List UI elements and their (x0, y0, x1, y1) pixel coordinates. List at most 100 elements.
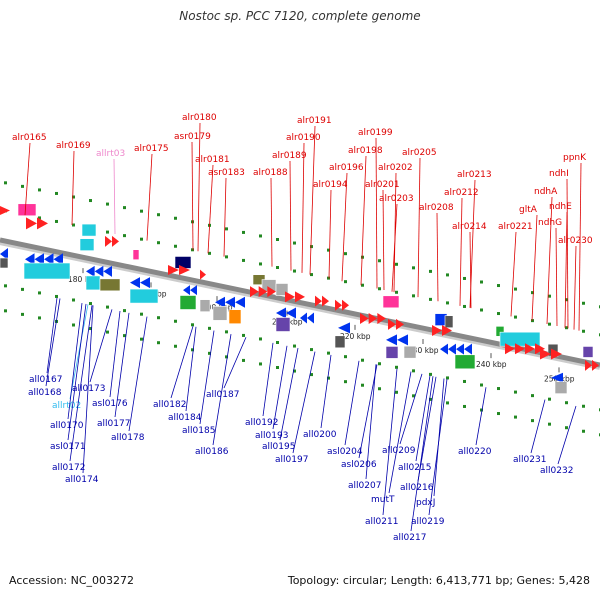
gene-label-ppnk[interactable]: ppnK (563, 153, 587, 163)
guide-dot (514, 287, 517, 291)
gene-label-all0178[interactable]: all0178 (111, 433, 145, 443)
gene-label-alr0230[interactable]: alr0230 (558, 236, 593, 246)
gene-label-all0172[interactable]: all0172 (52, 463, 85, 473)
guide-dot (21, 287, 24, 291)
gene-label-all0209[interactable]: all0209 (382, 446, 416, 456)
gene-label-alr0208[interactable]: alr0208 (419, 203, 454, 213)
guide-dot (89, 199, 92, 203)
gene-label-alr0213[interactable]: alr0213 (457, 170, 492, 180)
gene-feature (382, 295, 400, 309)
gene-label-all0168[interactable]: all0168 (28, 388, 62, 398)
label-leader-line (270, 177, 273, 267)
gene-label-all0173[interactable]: all0173 (72, 384, 105, 394)
gene-label-alr0190[interactable]: alr0190 (286, 133, 321, 143)
gene-label-all0174[interactable]: all0174 (65, 475, 99, 485)
label-leader-line (262, 342, 274, 417)
guide-dot (310, 373, 313, 377)
gene-label-alr0202[interactable]: alr0202 (378, 163, 413, 173)
gene-label-mutt[interactable]: mutT (371, 495, 395, 505)
gene-label-all0207[interactable]: all0207 (348, 481, 381, 491)
gene-label-asr0179[interactable]: asr0179 (174, 132, 211, 142)
minus-strand-gene (276, 307, 286, 319)
gene-label-all0170[interactable]: all0170 (50, 421, 84, 431)
gene-label-all0211[interactable]: all0211 (365, 517, 398, 527)
guide-dot (497, 312, 500, 316)
gene-label-alr0180[interactable]: alr0180 (182, 113, 217, 123)
gene-label-alr0196[interactable]: alr0196 (329, 163, 364, 173)
gene-label-alr0194[interactable]: alr0194 (313, 180, 348, 190)
guide-dot (55, 294, 58, 298)
gene-label-alr0191[interactable]: alr0191 (297, 116, 332, 126)
guide-dot (497, 284, 500, 288)
gene-label-alr0221[interactable]: alr0221 (498, 222, 533, 232)
gene-label-all0197[interactable]: all0197 (275, 455, 308, 465)
label-leader-line (510, 231, 517, 317)
gene-label-pdxj[interactable]: pdxJ (416, 498, 435, 508)
gene-label-ndhg[interactable]: ndhG (538, 218, 562, 228)
minus-strand-gene (440, 343, 448, 355)
gene-label-all0232[interactable]: all0232 (540, 466, 573, 476)
guide-dot (55, 219, 58, 223)
gene-label-allrt02[interactable]: allrt02 (52, 401, 81, 411)
gene-label-alr0169[interactable]: alr0169 (56, 141, 91, 151)
gene-label-alr0212[interactable]: alr0212 (444, 188, 479, 198)
guide-dot (259, 262, 262, 266)
minus-strand-gene (397, 334, 408, 346)
gene-label-all0215[interactable]: all0215 (398, 463, 431, 473)
gene-label-asr0183[interactable]: asr0183 (208, 168, 245, 178)
guide-dot (378, 287, 381, 291)
guide-dot (276, 266, 279, 269)
gene-feature (454, 354, 476, 370)
guide-dot (514, 415, 517, 419)
gene-label-all0177[interactable]: all0177 (97, 419, 130, 429)
gene-label-alr0214[interactable]: alr0214 (452, 222, 487, 232)
gene-label-all0219[interactable]: all0219 (411, 517, 445, 527)
guide-dot (38, 291, 41, 295)
gene-label-ndha[interactable]: ndhA (534, 187, 558, 197)
gene-label-asl0176[interactable]: asl0176 (92, 399, 128, 409)
gene-label-all0184[interactable]: all0184 (168, 413, 202, 423)
gene-label-all0217[interactable]: all0217 (393, 533, 426, 543)
plus-strand-gene (322, 295, 329, 307)
gene-label-alr0165[interactable]: alr0165 (12, 133, 47, 143)
gene-label-asl0206[interactable]: asl0206 (341, 460, 377, 470)
gene-label-all0193[interactable]: all0193 (255, 431, 288, 441)
gene-label-asl0204[interactable]: asl0204 (327, 447, 363, 457)
guide-dot (327, 276, 330, 280)
gene-label-alr0198[interactable]: alr0198 (348, 146, 383, 156)
guide-dot (429, 269, 432, 273)
gene-label-alr0203[interactable]: alr0203 (379, 194, 414, 204)
gene-label-alr0205[interactable]: alr0205 (402, 148, 437, 158)
gene-label-all0220[interactable]: all0220 (458, 447, 492, 457)
label-leader-line (82, 305, 94, 474)
gene-label-glta[interactable]: gltA (519, 205, 538, 215)
gene-label-allrt03[interactable]: allrt03 (96, 149, 125, 159)
gene-label-all0186[interactable]: all0186 (195, 447, 229, 457)
gene-label-alr0201[interactable]: alr0201 (365, 180, 400, 190)
guide-dot (446, 273, 449, 277)
gene-label-all0167[interactable]: all0167 (29, 375, 62, 385)
gene-label-all0185[interactable]: all0185 (182, 426, 215, 436)
gene-label-alr0188[interactable]: alr0188 (253, 168, 288, 178)
label-leader-line (555, 227, 558, 327)
gene-label-alr0199[interactable]: alr0199 (358, 128, 393, 138)
gene-label-all0187[interactable]: all0187 (206, 390, 239, 400)
gene-label-alr0175[interactable]: alr0175 (134, 144, 169, 154)
gene-label-alr0181[interactable]: alr0181 (195, 155, 230, 165)
gene-label-alr0189[interactable]: alr0189 (272, 151, 307, 161)
label-leader-line (67, 303, 83, 420)
gene-label-all0195[interactable]: all0195 (262, 442, 295, 452)
gene-label-ndhe[interactable]: ndhE (549, 202, 572, 212)
gene-label-all0192[interactable]: all0192 (245, 418, 278, 428)
gene-label-all0182[interactable]: all0182 (153, 400, 186, 410)
guide-dot (123, 234, 126, 238)
guide-dot (225, 330, 228, 334)
gene-label-all0231[interactable]: all0231 (513, 455, 546, 465)
gene-label-all0200[interactable]: all0200 (303, 430, 337, 440)
gene-label-ndhi[interactable]: ndhI (549, 169, 569, 179)
gene-label-asl0171[interactable]: asl0171 (50, 442, 86, 452)
plus-strand-gene (335, 299, 342, 311)
guide-dot (395, 390, 398, 394)
minus-strand-gene (94, 265, 104, 277)
